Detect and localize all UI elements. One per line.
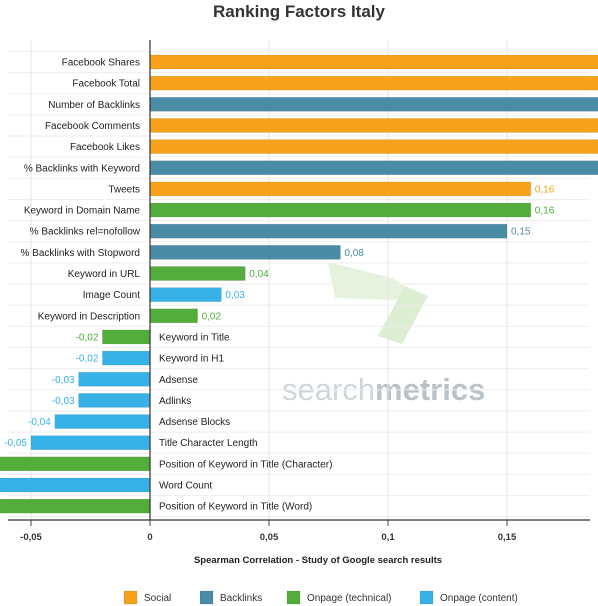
legend-swatch	[286, 590, 301, 605]
searchmetrics-logo-icon	[328, 262, 428, 344]
bar-keyword-in-title	[102, 329, 151, 345]
legend-item-social: Social	[123, 590, 171, 605]
category-label: Position of Keyword in Title (Word)	[159, 502, 312, 513]
legend-item-onpage-technical: Onpage (technical)	[286, 590, 392, 605]
value-label: 0,04	[249, 269, 269, 280]
value-label: -0,02	[76, 332, 99, 343]
legend-item-backlinks: Backlinks	[199, 590, 262, 605]
category-label: Title Character Length	[159, 438, 258, 449]
value-label: -0,03	[52, 396, 75, 407]
category-label: Facebook Likes	[70, 142, 140, 153]
category-label: % Backlinks with Keyword	[24, 163, 140, 174]
category-label: Facebook Total	[72, 79, 140, 90]
bar-title-character-length	[30, 435, 151, 451]
value-label: 0,03	[225, 290, 245, 301]
category-label: % Backlinks with Stopword	[21, 248, 141, 259]
bar-keyword-in-url	[149, 266, 246, 281]
legend-label: Backlinks	[220, 593, 262, 604]
category-label: Facebook Comments	[45, 121, 140, 132]
bar-facebook-shares	[149, 54, 598, 70]
category-label: Keyword in Description	[38, 311, 140, 322]
bars: Facebook Shares0,33Facebook Total0,32Num…	[0, 54, 598, 514]
category-label: Tweets	[108, 184, 140, 195]
category-label: Position of Keyword in Title (Character)	[159, 459, 332, 470]
x-tick-label: 0,05	[260, 532, 279, 543]
bar-position-of-keyword-in-title-character	[0, 456, 151, 472]
value-label: 0,02	[202, 311, 222, 322]
value-label: -0,02	[76, 354, 99, 365]
value-label: -0,03	[52, 375, 75, 386]
category-label: Adlinks	[159, 396, 191, 407]
bar-backlinks-with-stopword	[149, 245, 341, 260]
value-label: -0,04	[28, 417, 51, 428]
bar-keyword-in-domain-name	[149, 202, 532, 218]
x-axis-title: Spearman Correlation - Study of Google s…	[194, 555, 442, 566]
value-label: 0,08	[344, 248, 364, 259]
bar-facebook-likes	[149, 139, 598, 154]
bar-facebook-comments	[149, 118, 598, 133]
category-label: Image Count	[83, 290, 140, 301]
bar-adlinks	[78, 393, 151, 408]
value-label: 0,16	[535, 184, 555, 195]
category-label: Number of Backlinks	[48, 100, 140, 111]
value-label: -0,05	[4, 438, 27, 449]
legend-item-onpage-content: Onpage (content)	[419, 590, 518, 605]
chart-title: Ranking Factors Italy	[213, 2, 385, 21]
bar-keyword-in-description	[149, 308, 198, 324]
category-label: Keyword in H1	[159, 354, 224, 365]
legend-label: Onpage (technical)	[307, 593, 392, 604]
category-label: Word Count	[159, 481, 212, 492]
bar-adsense	[78, 371, 151, 387]
legend-swatch	[123, 590, 138, 605]
grid-lines	[8, 40, 590, 520]
bar-backlinks-with-keyword	[149, 160, 598, 176]
category-label: Keyword in Domain Name	[24, 206, 141, 217]
bar-backlinks-rel-nofollow	[149, 223, 508, 239]
bar-keyword-in-h1	[102, 350, 151, 366]
bar-word-count	[0, 477, 151, 493]
legend-swatch	[199, 590, 214, 605]
bar-facebook-total	[149, 75, 598, 91]
bar-adsense-blocks	[54, 414, 151, 429]
x-tick-label: -0,05	[20, 532, 42, 543]
legend-swatch	[419, 590, 434, 605]
legend: Social Backlinks Onpage (technical) Onpage …	[123, 590, 518, 605]
x-tick-label: 0	[147, 532, 152, 543]
bar-image-count	[149, 287, 222, 302]
x-tick-label: 0,1	[381, 532, 395, 543]
watermark: searchmetrics	[282, 262, 485, 407]
category-label: Facebook Shares	[62, 58, 140, 69]
bar-position-of-keyword-in-title-word	[0, 498, 151, 514]
bar-tweets	[149, 181, 532, 197]
category-label: % Backlinks rel=nofollow	[30, 227, 141, 238]
legend-label: Onpage (content)	[440, 593, 518, 604]
category-label: Adsense Blocks	[159, 417, 230, 428]
value-label: 0,15	[511, 227, 531, 238]
value-label: 0,16	[535, 206, 555, 217]
x-tick-label: 0,15	[498, 532, 517, 543]
legend-label: Social	[144, 593, 171, 604]
category-label: Keyword in Title	[159, 332, 230, 343]
category-label: Keyword in URL	[68, 269, 141, 280]
category-label: Adsense	[159, 375, 198, 386]
bar-number-of-backlinks	[149, 97, 598, 112]
